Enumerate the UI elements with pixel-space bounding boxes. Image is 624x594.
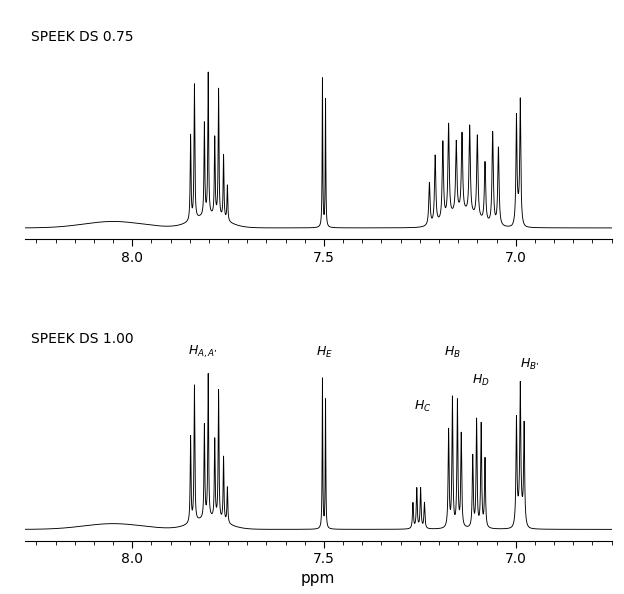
Text: $H_{A,A’}$: $H_{A,A’}$ (188, 344, 218, 361)
Text: $H_{B’}$: $H_{B’}$ (520, 356, 539, 372)
Text: $H_{D}$: $H_{D}$ (472, 373, 489, 388)
X-axis label: ppm: ppm (301, 570, 336, 586)
Text: SPEEK DS 0.75: SPEEK DS 0.75 (31, 30, 134, 44)
Text: $H_{B}$: $H_{B}$ (444, 345, 461, 361)
Text: SPEEK DS 1.00: SPEEK DS 1.00 (31, 331, 134, 346)
Text: $H_{E}$: $H_{E}$ (316, 345, 333, 361)
Text: $H_{C}$: $H_{C}$ (414, 399, 432, 415)
